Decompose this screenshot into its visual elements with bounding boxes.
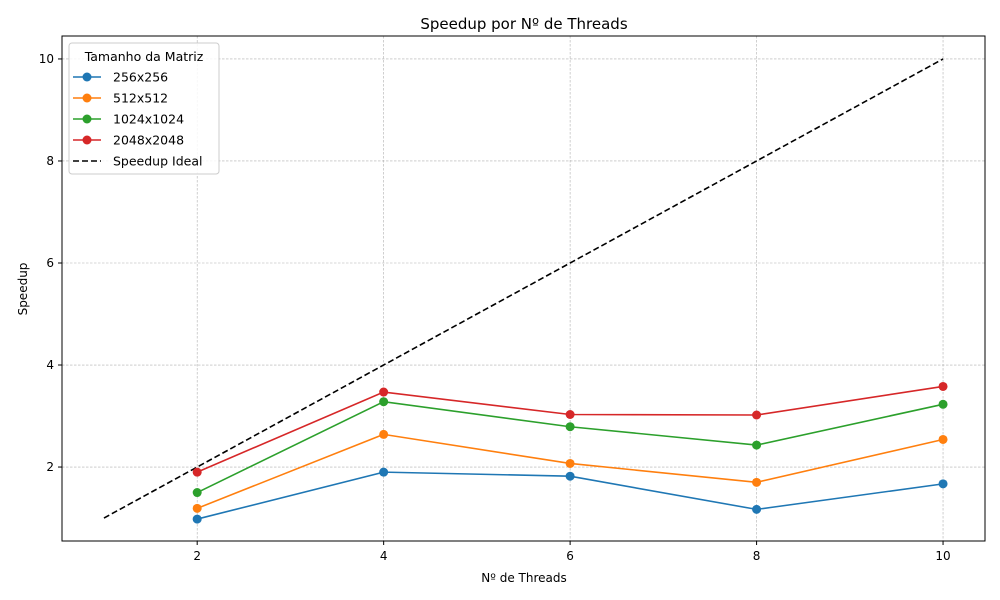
y-tick-label: 8 (46, 154, 54, 168)
data-point (938, 381, 948, 391)
legend-entry: 2048x2048 (73, 133, 184, 148)
y-tick-label: 4 (46, 358, 54, 372)
series-2048x2048 (192, 381, 948, 477)
y-tick-label: 10 (39, 52, 54, 66)
plot-frame (61, 35, 986, 542)
x-tick-label: 10 (935, 549, 950, 563)
data-point (379, 387, 389, 397)
data-point (565, 458, 575, 468)
ideal-line-layer (103, 58, 944, 519)
data-point (752, 477, 762, 487)
legend-box (68, 42, 220, 175)
legend-entries: 256x256 512x512 1024x1024 2048x2048 Speedup … (73, 70, 202, 169)
legend-marker (82, 72, 92, 82)
x-tick-label: 8 (753, 549, 761, 563)
x-tick-label: 4 (380, 549, 388, 563)
series-256x256 (192, 467, 948, 524)
grid (62, 36, 985, 541)
y-axis-ticks: 2 4 6 8 10 (39, 52, 62, 474)
y-tick-label: 2 (46, 460, 54, 474)
chart-title: Speedup por Nº de Threads (420, 15, 627, 33)
data-point (192, 488, 202, 498)
y-axis-label: Speedup (16, 263, 30, 316)
legend-label: 256x256 (113, 70, 168, 85)
legend-marker (82, 93, 92, 103)
legend-entry: 1024x1024 (73, 112, 184, 127)
data-point (192, 467, 202, 477)
series-1024x1024 (192, 397, 948, 498)
x-axis-label: Nº de Threads (481, 571, 566, 585)
x-tick-label: 2 (193, 549, 201, 563)
series-line-ideal (103, 58, 944, 519)
data-point (752, 504, 762, 514)
legend-entry: 512x512 (73, 91, 168, 106)
legend-entry: Speedup Ideal (73, 154, 202, 169)
data-point (938, 479, 948, 489)
x-axis-ticks: 2 4 6 8 10 (193, 541, 951, 563)
data-point (752, 410, 762, 420)
legend-title: Tamanho da Matriz (84, 49, 204, 64)
legend: Tamanho da Matriz 256x256 512x512 1024x102… (68, 42, 220, 175)
data-point (565, 409, 575, 419)
data-point (192, 503, 202, 513)
data-point (565, 422, 575, 432)
data-point (565, 471, 575, 481)
data-point (192, 514, 202, 524)
series-512x512 (192, 429, 948, 513)
legend-marker (82, 135, 92, 145)
data-point (379, 467, 389, 477)
data-point (379, 429, 389, 439)
legend-label: 512x512 (113, 91, 168, 106)
x-tick-label: 6 (566, 549, 574, 563)
legend-entry: 256x256 (73, 70, 168, 85)
data-point (379, 397, 389, 407)
legend-label: 2048x2048 (113, 133, 184, 148)
y-tick-label: 6 (46, 256, 54, 270)
data-point (938, 434, 948, 444)
data-point (938, 399, 948, 409)
data-point (752, 440, 762, 450)
series-layer (192, 381, 948, 524)
legend-label: Speedup Ideal (113, 154, 202, 169)
legend-label: 1024x1024 (113, 112, 184, 127)
legend-marker (82, 114, 92, 124)
